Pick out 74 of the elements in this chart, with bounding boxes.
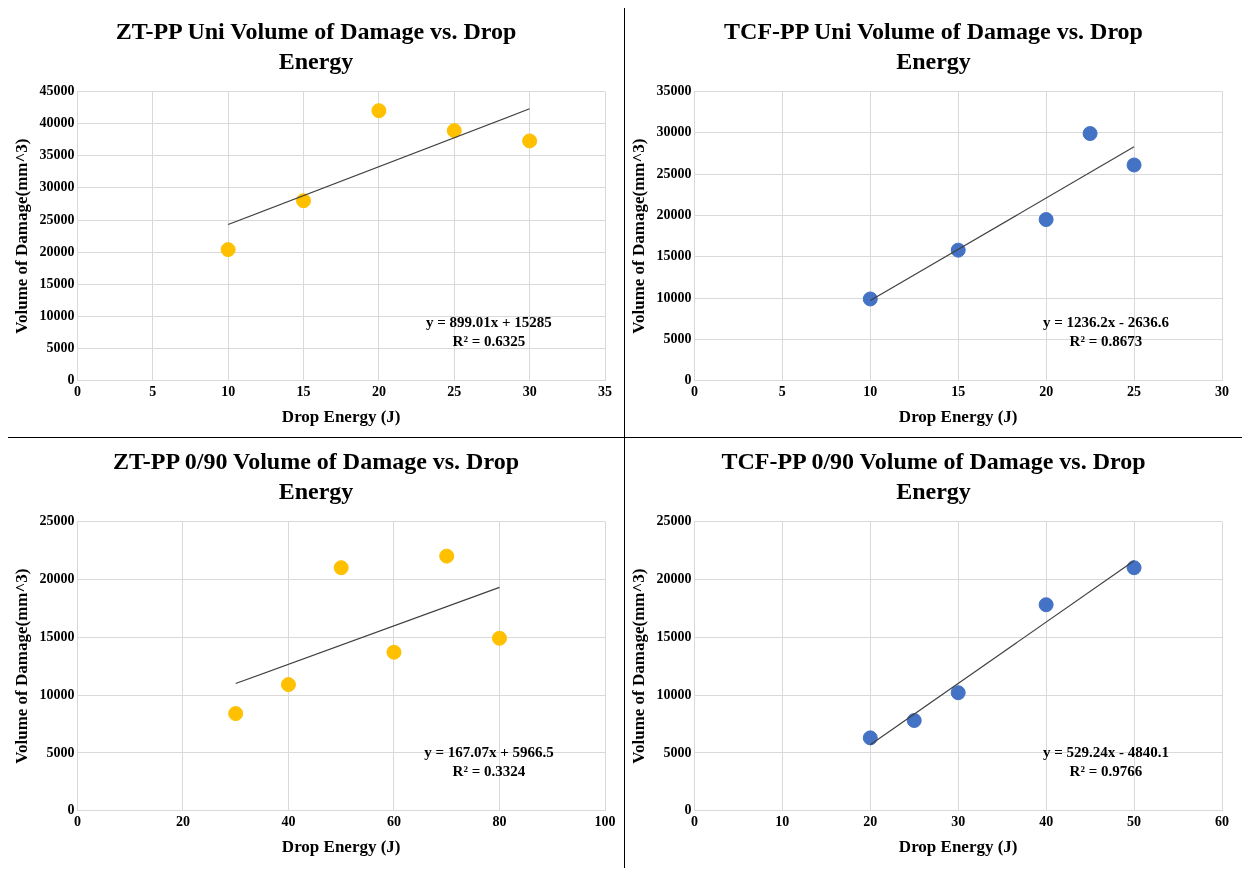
x-tick-label: 10	[863, 383, 878, 399]
x-tick-label: 25	[447, 383, 462, 399]
y-tick-label: 15000	[39, 628, 75, 644]
y-tick-label: 10000	[656, 289, 692, 305]
y-tick-label: 20000	[656, 570, 692, 586]
x-axis-title: Drop Energy (J)	[898, 837, 1018, 857]
y-tick-label: 40000	[39, 115, 75, 131]
y-axis-title: Volume of Damage(mm^3)	[628, 138, 648, 334]
x-tick-label: 30	[522, 383, 537, 399]
y-tick-label: 5000	[46, 340, 75, 356]
y-axis-title: Volume of Damage(mm^3)	[11, 138, 31, 334]
y-axis-title: Volume of Damage(mm^3)	[628, 568, 648, 764]
x-tick-label: 30	[1215, 383, 1229, 399]
y-tick-label: 25000	[656, 165, 692, 181]
x-tick-label: 35	[598, 383, 612, 399]
x-tick-label: 5	[149, 383, 157, 399]
chart-title: ZT-PP 0/90 Volume of Damage vs. Drop Energy	[112, 447, 520, 506]
y-tick-label: 20000	[656, 207, 692, 223]
x-axis-title: Drop Energy (J)	[898, 407, 1018, 427]
x-tick-label: 40	[281, 813, 296, 829]
annotation: R² = 0.6325	[452, 332, 526, 349]
y-tick-label: 15000	[39, 275, 75, 291]
y-tick-label: 0	[67, 372, 75, 388]
x-tick-label: 5	[778, 383, 786, 399]
x-tick-label: 40	[1039, 813, 1054, 829]
chart-title: ZT-PP Uni Volume of Damage vs. Drop Energy	[114, 17, 518, 76]
y-tick-label: 35000	[656, 83, 692, 99]
y-axis-title: Volume of Damage(mm^3)	[11, 568, 31, 764]
y-tick-label: 10000	[39, 686, 75, 702]
chart-title: TCF-PP Uni Volume of Damage vs. Drop Energy	[723, 17, 1144, 76]
x-tick-label: 20	[863, 813, 878, 829]
y-tick-label: 25000	[656, 513, 692, 529]
x-tick-label: 50	[1127, 813, 1142, 829]
x-tick-label: 100	[594, 813, 616, 829]
chart-title: TCF-PP 0/90 Volume of Damage vs. Drop Energy	[720, 447, 1147, 506]
y-tick-label: 5000	[663, 331, 692, 347]
x-tick-label: 15	[296, 383, 311, 399]
y-tick-label: 15000	[656, 628, 692, 644]
annotation: y = 1236.2x - 2636.6	[1042, 313, 1170, 330]
y-tick-label: 0	[684, 372, 692, 388]
x-tick-label: 10	[775, 813, 790, 829]
y-tick-label: 15000	[656, 248, 692, 264]
y-tick-label: 0	[684, 802, 692, 818]
y-tick-label: 10000	[39, 308, 75, 324]
y-tick-label: 20000	[39, 570, 75, 586]
y-tick-label: 45000	[39, 83, 75, 99]
x-tick-label: 60	[386, 813, 401, 829]
y-tick-label: 30000	[39, 179, 75, 195]
annotation: y = 529.24x - 4840.1	[1042, 743, 1169, 760]
y-tick-label: 25000	[39, 513, 75, 529]
x-tick-label: 20	[1039, 383, 1054, 399]
annotation: R² = 0.9766	[1069, 762, 1143, 779]
y-tick-label: 0	[67, 802, 75, 818]
y-tick-label: 10000	[656, 686, 692, 702]
y-tick-label: 5000	[46, 744, 75, 760]
x-tick-label: 60	[1215, 813, 1229, 829]
x-axis-title: Drop Energy (J)	[281, 407, 401, 427]
x-tick-label: 80	[492, 813, 507, 829]
x-tick-label: 30	[951, 813, 966, 829]
y-tick-label: 25000	[39, 211, 75, 227]
x-tick-label: 25	[1127, 383, 1142, 399]
y-tick-label: 20000	[39, 243, 75, 259]
x-tick-label: 10	[221, 383, 236, 399]
annotation: y = 167.07x + 5966.5	[424, 743, 554, 760]
x-tick-label: 20	[371, 383, 386, 399]
y-tick-label: 5000	[663, 744, 692, 760]
y-tick-label: 30000	[656, 124, 692, 140]
y-tick-label: 35000	[39, 147, 75, 163]
annotation: R² = 0.8673	[1069, 332, 1143, 349]
annotation: y = 899.01x + 15285	[426, 313, 552, 330]
x-axis-title: Drop Energy (J)	[281, 837, 401, 857]
x-tick-label: 20	[175, 813, 190, 829]
x-tick-label: 15	[951, 383, 966, 399]
annotation: R² = 0.3324	[452, 762, 526, 779]
